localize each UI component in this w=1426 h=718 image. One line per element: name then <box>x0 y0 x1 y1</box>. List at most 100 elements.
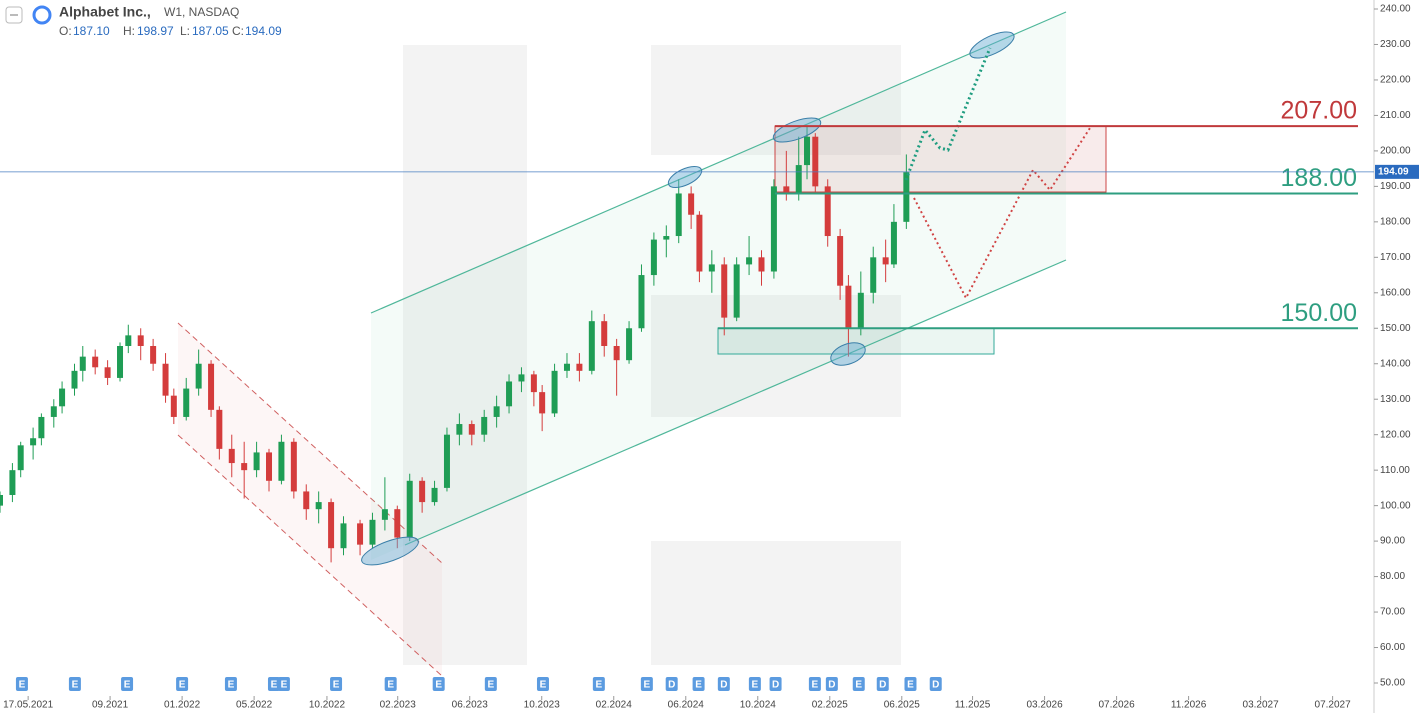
candle-body <box>468 424 475 435</box>
candle-body <box>890 221 897 265</box>
candle-body <box>92 356 99 368</box>
ohlc-label: L: <box>180 24 190 38</box>
ticker-info: W1, NASDAQ <box>164 5 239 19</box>
candle-body <box>613 346 620 361</box>
event-label: E <box>271 680 278 691</box>
event-marker <box>692 677 705 691</box>
header: Alphabet Inc., W1, NASDAQ O: 187.10 H: 1… <box>5 4 282 38</box>
y-tick-label: 220.00 <box>1380 75 1411 86</box>
candle-body <box>59 388 66 407</box>
candle-body <box>576 363 583 371</box>
candle-body <box>253 452 260 471</box>
y-tick-label: 110.00 <box>1380 465 1410 476</box>
candle-body <box>837 236 844 286</box>
x-tick-label: 11.2025 <box>955 700 991 711</box>
candle-body <box>369 519 376 545</box>
ohlc-value: 187.05 <box>192 24 229 38</box>
ellipses <box>361 31 1015 566</box>
candle-body <box>675 193 682 237</box>
candle-body <box>290 441 297 492</box>
event-label: D <box>668 680 675 691</box>
candle-body <box>882 257 889 265</box>
candle-body <box>481 416 488 435</box>
x-tick-label: 02.2023 <box>380 700 417 711</box>
event-marker <box>267 677 280 691</box>
ohlc-value: 194.09 <box>245 24 282 38</box>
y-tick-label: 160.00 <box>1380 287 1411 298</box>
event-label: E <box>695 680 702 691</box>
x-tick-label: 10.2022 <box>309 700 346 711</box>
y-tick-label: 60.00 <box>1380 642 1405 653</box>
candle-body <box>195 363 202 389</box>
candle-body <box>137 335 144 346</box>
event-label: E <box>124 680 131 691</box>
y-tick-label: 240.00 <box>1380 4 1411 15</box>
event-marker <box>852 677 865 691</box>
x-tick-label: 03.2026 <box>1026 700 1063 711</box>
candle-body <box>216 409 223 449</box>
candle-body <box>150 346 157 364</box>
y-tick-label: 80.00 <box>1380 571 1405 582</box>
y-tick-label: 130.00 <box>1380 394 1411 405</box>
candle-body <box>870 257 877 293</box>
logo <box>32 5 52 25</box>
x-tick-label: 06.2023 <box>452 700 489 711</box>
candle-body <box>845 285 852 329</box>
channel-line <box>370 11 1067 314</box>
support-zone <box>717 327 995 355</box>
candle-body <box>493 406 500 417</box>
candle-body <box>9 470 16 495</box>
y-tick-label: 100.00 <box>1380 500 1411 511</box>
candle-body <box>0 494 3 506</box>
y-tick-label: 50.00 <box>1380 678 1405 689</box>
event-label: E <box>435 680 442 691</box>
event-marker <box>330 677 343 691</box>
level-label: 188.00 <box>1281 164 1357 192</box>
y-tick-label: 180.00 <box>1380 216 1411 227</box>
event-marker <box>384 677 397 691</box>
x-tick-label: 09.2021 <box>92 700 129 711</box>
candle-body <box>721 264 728 318</box>
x-tick-label: 01.2022 <box>164 700 201 711</box>
candle-body <box>162 363 169 396</box>
event-label: E <box>333 680 340 691</box>
candle-body <box>563 363 570 371</box>
level-label: 207.00 <box>1281 97 1357 125</box>
event-marker <box>68 677 81 691</box>
event-marker <box>277 677 290 691</box>
event-label: D <box>932 680 939 691</box>
candle-body <box>266 452 273 481</box>
y-tick-label: 200.00 <box>1380 146 1411 157</box>
candle-body <box>456 424 463 435</box>
candle-body <box>812 136 819 187</box>
ticker-name: Alphabet Inc., <box>59 4 151 20</box>
descending-channel <box>178 323 442 676</box>
candle-body <box>419 480 426 503</box>
candle-body <box>601 321 608 346</box>
event-marker <box>769 677 782 691</box>
event-label: E <box>907 680 914 691</box>
candles <box>0 126 910 563</box>
candle-body <box>30 438 37 446</box>
event-marker <box>808 677 821 691</box>
candle-body <box>183 388 190 417</box>
y-tick-label: 90.00 <box>1380 536 1405 547</box>
candle-body <box>303 491 310 510</box>
event-label: E <box>540 680 547 691</box>
candle-body <box>357 523 364 545</box>
candle-body <box>431 487 438 503</box>
candle-body <box>770 186 777 272</box>
event-marker <box>904 677 917 691</box>
candle-body <box>394 509 401 538</box>
event-label: E <box>228 680 235 691</box>
x-tick-label: 17.05.2021 <box>3 700 53 711</box>
candle-body <box>208 363 215 410</box>
candle-body <box>117 346 124 378</box>
channel-line <box>404 259 1067 546</box>
event-label: E <box>644 680 651 691</box>
candle-body <box>638 275 645 329</box>
y-tick-label: 170.00 <box>1380 252 1411 263</box>
event-marker <box>876 677 889 691</box>
event-label: D <box>720 680 727 691</box>
candle-body <box>79 356 86 371</box>
